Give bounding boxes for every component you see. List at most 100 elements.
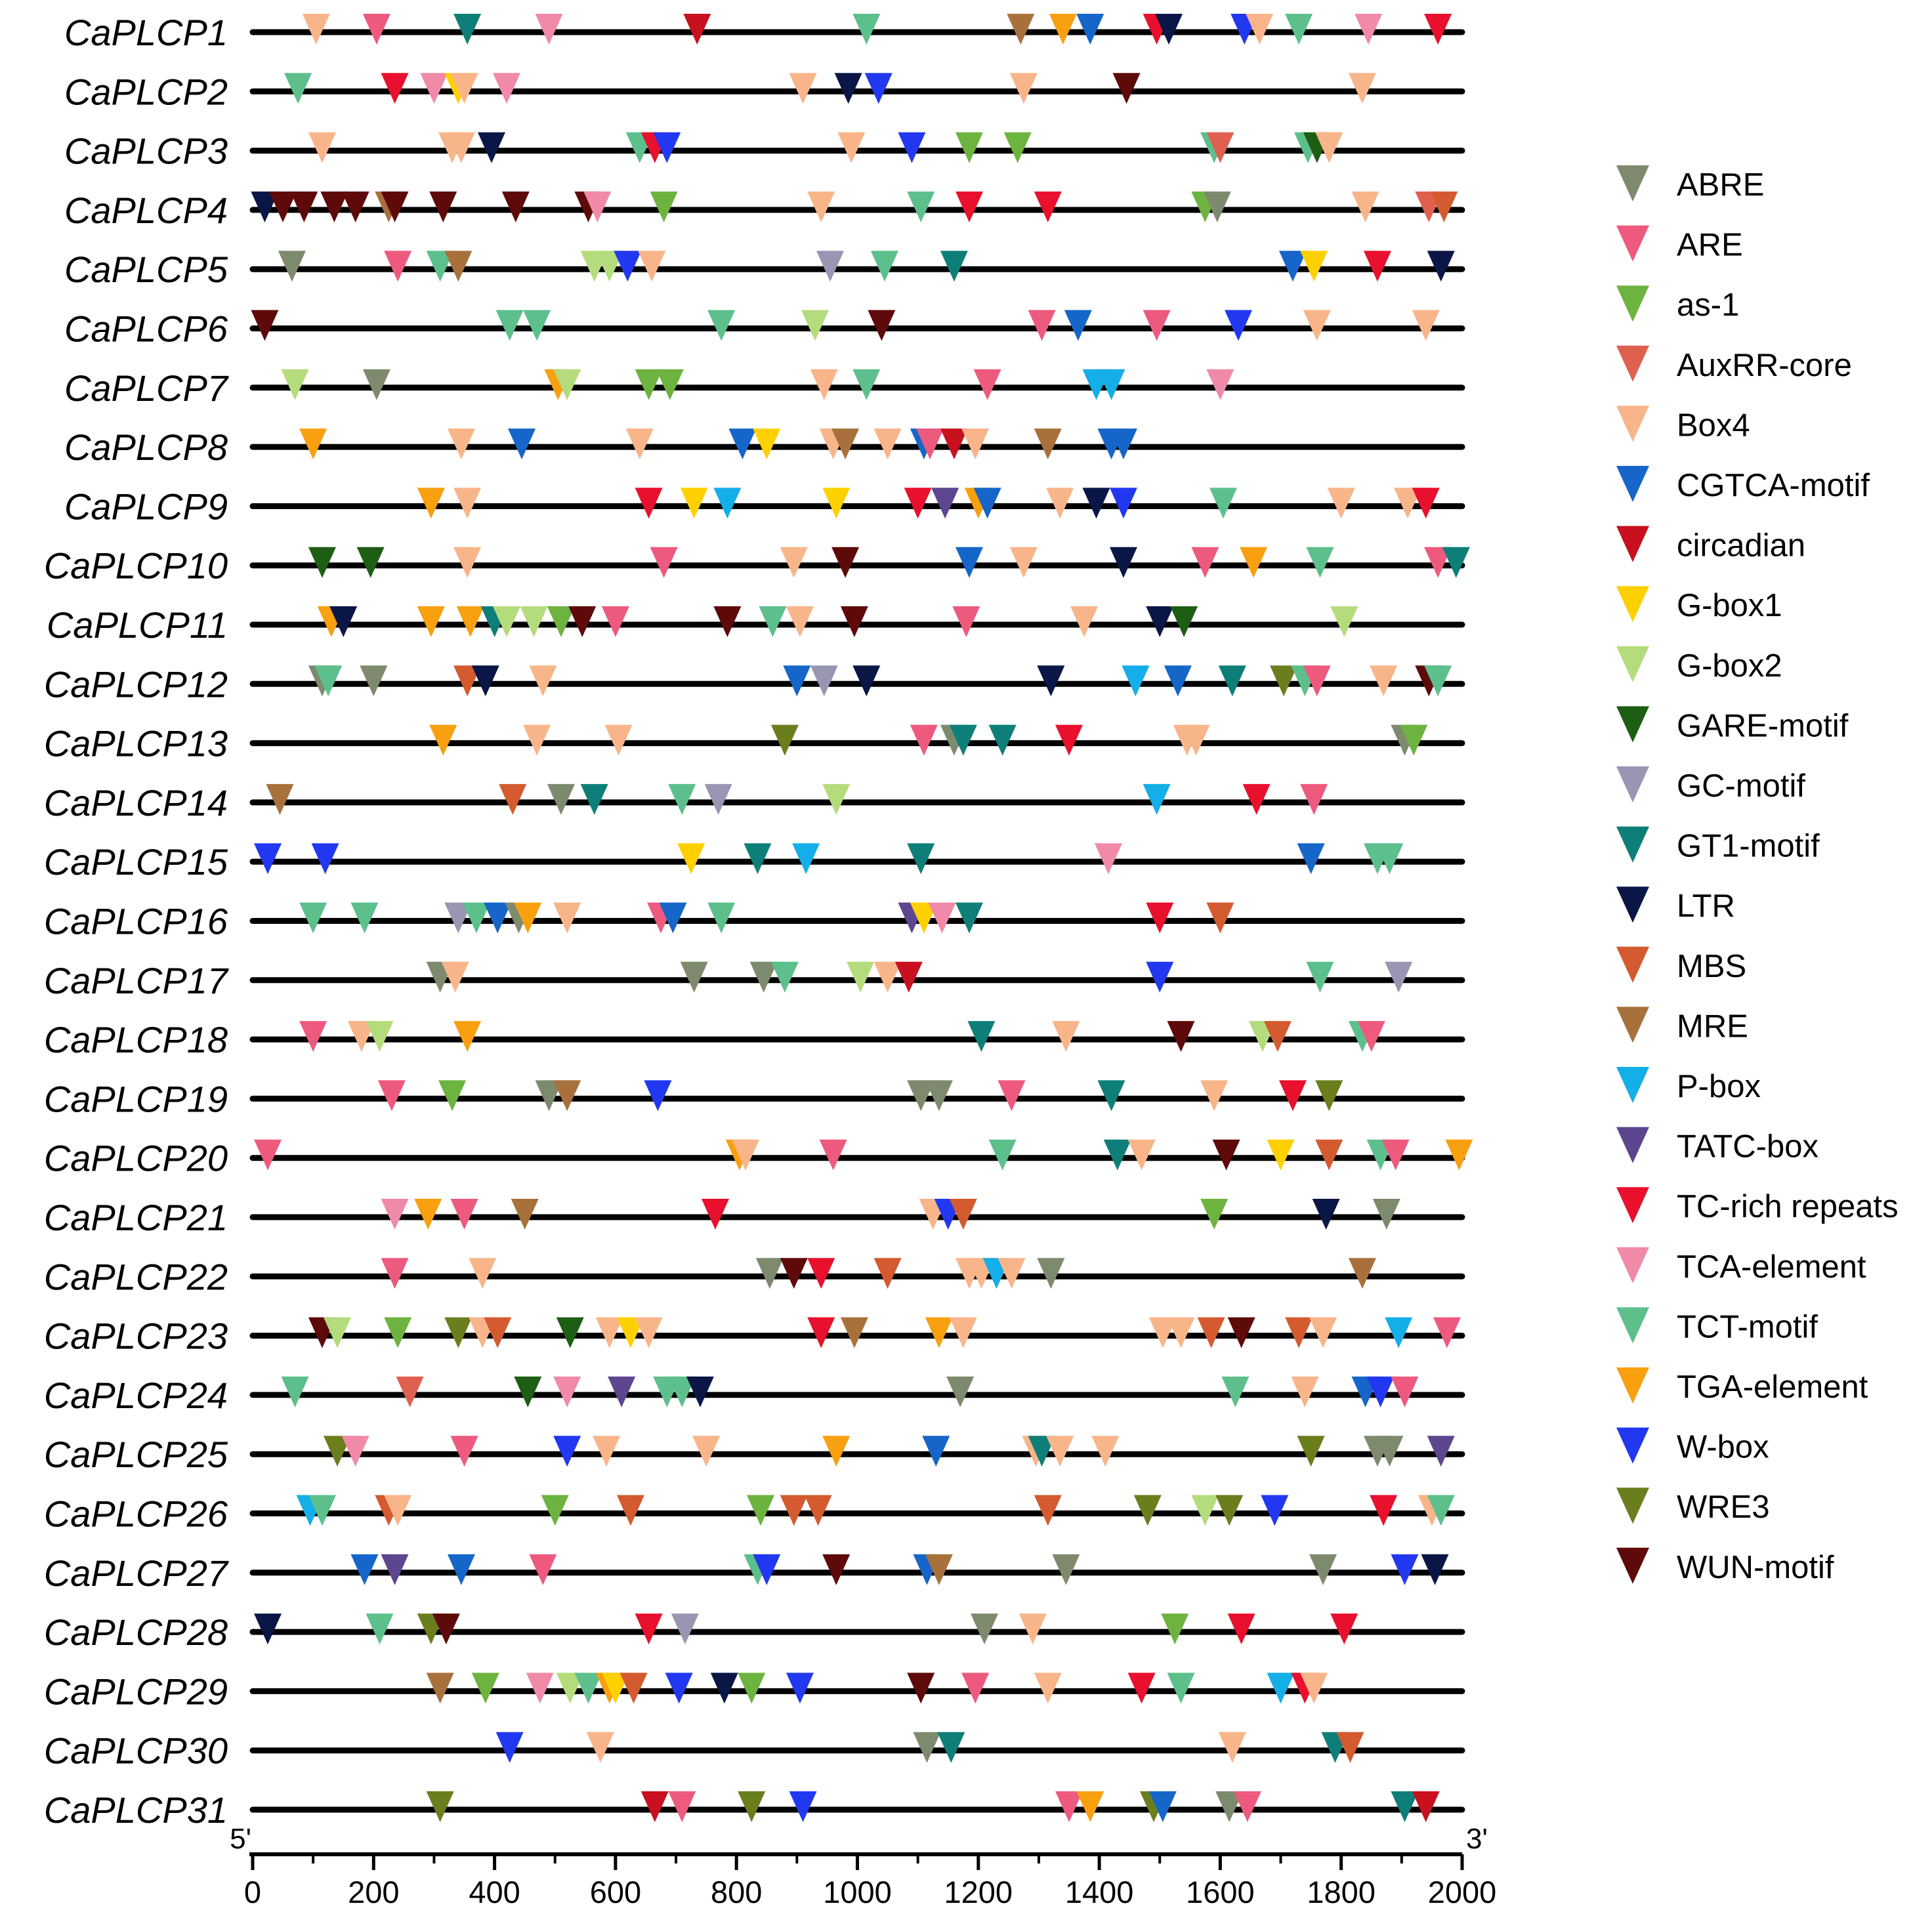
element-marker-w-box bbox=[1391, 1554, 1419, 1585]
element-marker-gt1-motif bbox=[1218, 665, 1246, 697]
legend-label: MBS bbox=[1677, 949, 1746, 984]
element-marker-tga-element bbox=[822, 1436, 850, 1467]
element-marker-box4 bbox=[1291, 1376, 1319, 1407]
legend-item-ltr: LTR bbox=[1616, 886, 1735, 924]
element-marker-g-box1 bbox=[680, 488, 708, 519]
legend-item-wun-motif: WUN-motif bbox=[1616, 1547, 1834, 1585]
element-marker-ltr bbox=[1082, 488, 1110, 519]
legend-item-tct-motif: TCT-motif bbox=[1616, 1307, 1818, 1344]
legend-swatch bbox=[1616, 946, 1649, 983]
legend-label: WRE3 bbox=[1677, 1489, 1770, 1525]
element-marker-are bbox=[381, 1258, 409, 1289]
element-marker-mre bbox=[925, 1554, 953, 1585]
legend-label: TCT-motif bbox=[1677, 1309, 1818, 1344]
element-marker-tc-rich-repeats bbox=[635, 488, 663, 519]
element-marker-cgtca-motif bbox=[1076, 14, 1104, 45]
element-marker-box4 bbox=[1300, 1673, 1328, 1704]
element-marker-are bbox=[910, 724, 938, 756]
element-marker-tc-rich-repeats bbox=[1146, 902, 1174, 934]
element-marker-auxrr-core bbox=[1206, 132, 1234, 163]
element-marker-are bbox=[362, 14, 390, 45]
gene-row-caplcp24: CaPLCP24 bbox=[44, 1375, 1465, 1416]
element-marker-abre bbox=[1203, 191, 1231, 222]
element-marker-tatc-box bbox=[608, 1376, 636, 1407]
element-marker-tct-motif bbox=[852, 369, 881, 400]
element-marker-as-1 bbox=[955, 132, 983, 163]
gene-row-caplcp15: CaPLCP15 bbox=[44, 841, 1465, 883]
legend-swatch bbox=[1616, 285, 1649, 322]
legend-swatch bbox=[1616, 1367, 1649, 1404]
element-marker-mbs bbox=[780, 1495, 808, 1526]
element-marker-box4 bbox=[1218, 1732, 1246, 1763]
element-marker-box4 bbox=[1148, 1317, 1177, 1348]
element-marker-are bbox=[450, 1199, 478, 1230]
element-marker-box4 bbox=[1091, 1436, 1120, 1467]
element-marker-box4 bbox=[1009, 73, 1038, 104]
element-marker-tga-element bbox=[1049, 14, 1077, 45]
element-marker-gt1-motif bbox=[1442, 547, 1470, 578]
element-marker-g-box2 bbox=[520, 606, 548, 637]
element-marker-box4 bbox=[1412, 310, 1440, 341]
element-marker-wre3 bbox=[1215, 1495, 1244, 1526]
x-tick-label: 1800 bbox=[1307, 1875, 1376, 1909]
element-marker-box4 bbox=[807, 191, 835, 222]
element-marker-as-1 bbox=[650, 191, 678, 222]
element-marker-g-box1 bbox=[822, 488, 850, 519]
element-marker-tct-motif bbox=[1306, 961, 1334, 993]
element-marker-tca-element bbox=[526, 1673, 554, 1704]
element-marker-box4 bbox=[1309, 1317, 1337, 1348]
element-marker-wun-motif bbox=[1212, 1139, 1240, 1171]
element-marker-box4 bbox=[786, 606, 814, 637]
gene-row-caplcp29: CaPLCP29 bbox=[44, 1671, 1465, 1712]
element-marker-box4 bbox=[1315, 132, 1343, 163]
element-marker-cgtca-motif bbox=[1064, 310, 1092, 341]
element-marker-box4 bbox=[302, 14, 330, 45]
element-marker-box4 bbox=[1327, 488, 1355, 519]
element-marker-are bbox=[952, 606, 980, 637]
element-marker-are bbox=[650, 547, 678, 578]
legend-item-w-box: W-box bbox=[1616, 1427, 1769, 1465]
element-marker-box4 bbox=[780, 547, 808, 578]
legend-swatch bbox=[1616, 646, 1649, 682]
legend-label: circadian bbox=[1677, 528, 1805, 564]
x-tick-label: 400 bbox=[469, 1875, 520, 1909]
element-marker-mre bbox=[426, 1673, 454, 1704]
element-marker-gc-motif bbox=[816, 251, 845, 282]
element-marker-cgtca-motif bbox=[1164, 665, 1192, 697]
gene-row-caplcp28: CaPLCP28 bbox=[44, 1612, 1465, 1653]
element-marker-abre bbox=[547, 783, 575, 815]
element-marker-wun-motif bbox=[381, 191, 409, 222]
element-marker-tga-element bbox=[925, 1317, 953, 1348]
element-marker-as-1 bbox=[384, 1317, 412, 1348]
legend-label: TCA-element bbox=[1677, 1249, 1866, 1285]
x-axis: 5' 3' 0 200 400 600 800 1000 1200 1400 1600 1800 2… bbox=[230, 1823, 1496, 1909]
legend-swatch bbox=[1616, 1547, 1649, 1584]
legend-swatch bbox=[1616, 586, 1649, 623]
legend-item-tc-rich-repeats: TC-rich repeats bbox=[1616, 1187, 1899, 1224]
element-marker-w-box bbox=[495, 1732, 524, 1763]
element-marker-tga-element bbox=[429, 724, 457, 756]
element-marker-box4 bbox=[1348, 73, 1376, 104]
element-marker-cgtca-motif bbox=[484, 902, 512, 934]
element-marker-tct-motif bbox=[1376, 843, 1404, 875]
gene-label: CaPLCP10 bbox=[44, 545, 228, 587]
element-marker-tga-element bbox=[1240, 547, 1268, 578]
legend-swatch bbox=[1616, 406, 1649, 442]
gene-row-caplcp23: CaPLCP23 bbox=[44, 1316, 1465, 1357]
legend-item-circadian: circadian bbox=[1616, 526, 1805, 564]
element-marker-p-box bbox=[1143, 783, 1171, 815]
element-marker-abre bbox=[1372, 1199, 1400, 1230]
element-marker-box4 bbox=[453, 547, 482, 578]
element-marker-ltr bbox=[1421, 1554, 1449, 1585]
element-marker-g-box2 bbox=[822, 783, 850, 815]
gene-label: CaPLCP21 bbox=[44, 1197, 228, 1238]
element-marker-tct-motif bbox=[574, 1673, 602, 1704]
legend-swatch bbox=[1616, 526, 1649, 562]
element-marker-tct-motif bbox=[523, 310, 551, 341]
element-marker-box4 bbox=[586, 1732, 614, 1763]
element-marker-abre bbox=[907, 1080, 935, 1112]
element-marker-are bbox=[916, 428, 944, 460]
element-marker-tca-element bbox=[553, 1376, 581, 1407]
element-marker-gt1-motif bbox=[1028, 1436, 1056, 1467]
element-marker-box4 bbox=[789, 73, 817, 104]
